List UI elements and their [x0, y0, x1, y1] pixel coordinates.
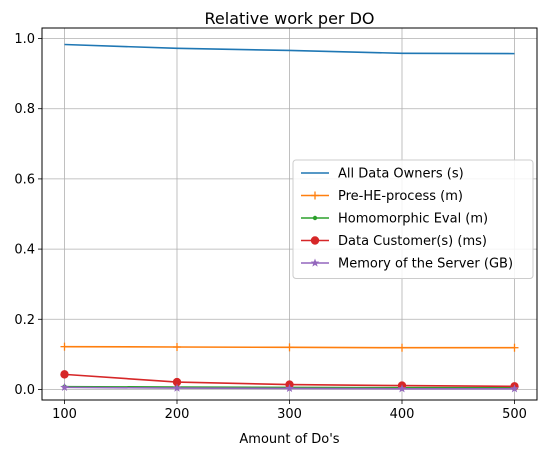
legend-label: Memory of the Server (GB) — [338, 257, 513, 272]
legend-box — [292, 159, 534, 279]
data-point — [398, 343, 406, 352]
data-point — [397, 384, 407, 393]
y-tick-label: 0.8 — [14, 102, 35, 117]
legend-item-3: Data Customer(s) (ms) — [301, 234, 487, 249]
data-point — [172, 377, 182, 387]
series-1 — [60, 342, 519, 352]
legend-label: Data Customer(s) (ms) — [338, 234, 487, 249]
data-point — [60, 370, 69, 379]
y-tick-label: 0.2 — [14, 313, 35, 328]
legend-swatch-marker — [312, 215, 318, 221]
series-0 — [64, 43, 515, 55]
legend-label: Pre-HE-process (m) — [338, 189, 463, 204]
legend-label: All Data Owners (s) — [338, 167, 464, 182]
data-point — [285, 343, 294, 352]
data-point — [510, 343, 519, 352]
data-point — [173, 343, 181, 352]
y-tick-label: 1.0 — [14, 32, 35, 47]
legend-item-4: Memory of the Server (GB) — [301, 257, 513, 272]
data-point — [285, 383, 294, 393]
x-tick-label: 400 — [390, 407, 415, 422]
legend: All Data Owners (s) Pre-HE-process (m) Hom… — [292, 159, 534, 279]
series-4 — [60, 382, 519, 393]
legend-item-0: All Data Owners (s) — [301, 167, 464, 182]
data-point — [172, 383, 182, 392]
data-point — [60, 342, 69, 351]
y-tick-label: 0.4 — [14, 243, 35, 258]
data-point — [60, 382, 69, 392]
x-axis-label: Amount of Do's — [239, 432, 339, 447]
series-line — [64, 43, 515, 55]
x-tick-label: 500 — [502, 407, 527, 422]
y-tick-label: 0.0 — [14, 383, 35, 398]
chart-title: Relative work per DO — [205, 9, 375, 28]
x-tick-label: 100 — [52, 407, 77, 422]
x-tick-label: 200 — [165, 407, 190, 422]
legend-item-1: Pre-HE-process (m) — [301, 189, 463, 204]
legend-item-2: Homomorphic Eval (m) — [301, 212, 488, 227]
series-group — [60, 43, 519, 393]
ticks: 100 200 300 400 500 0.0 0.2 0.4 0.6 0.8 1.0 — [14, 32, 527, 422]
legend-label: Homomorphic Eval (m) — [338, 212, 488, 227]
x-tick-label: 300 — [277, 407, 302, 422]
legend-swatch-marker — [311, 191, 319, 200]
legend-swatch-marker — [310, 258, 320, 267]
y-tick-label: 0.6 — [14, 172, 35, 187]
data-point — [510, 384, 519, 393]
legend-swatch-marker — [310, 236, 320, 245]
